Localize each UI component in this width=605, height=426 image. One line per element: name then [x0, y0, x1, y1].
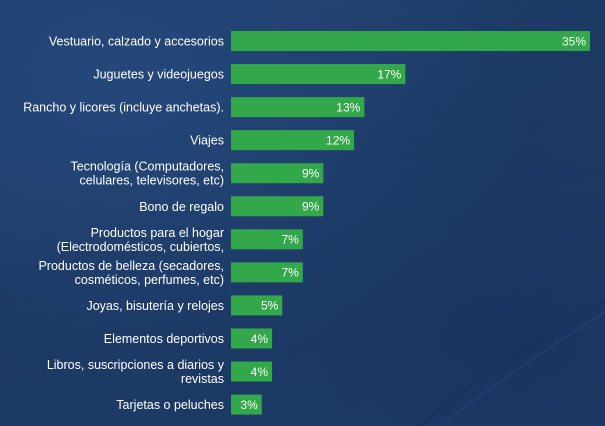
category-label-line: (Electrodomésticos, cubiertos, [57, 240, 224, 254]
category-label-line: Juguetes y videojuegos [93, 68, 224, 82]
value-label-8: 5% [261, 299, 279, 313]
value-label-1: 17% [377, 67, 401, 81]
value-label-5: 9% [302, 200, 320, 214]
category-label-line: Tarjetas o peluches [116, 398, 224, 412]
category-label-3: Viajes [190, 134, 224, 148]
category-label-7: Productos de belleza (secadores, cosmétic… [38, 259, 224, 287]
bar-3 [231, 130, 355, 151]
bar-9 [231, 328, 273, 349]
category-label-line: Vestuario, calzado y accesorios [49, 35, 224, 49]
value-label-4: 9% [302, 167, 320, 181]
bar-5 [231, 196, 324, 217]
category-labels: Vestuario, calzado y accesorios Juguetes … [23, 35, 225, 413]
category-label-line: celulares, televisores, etc) [79, 174, 224, 188]
category-label-line: Viajes [190, 134, 224, 148]
value-label-3: 12% [326, 133, 350, 147]
category-label-line: Elementos deportivos [104, 332, 224, 346]
value-label-9: 4% [251, 332, 269, 346]
bar-7 [231, 262, 303, 283]
bars-layer [231, 31, 590, 415]
value-labels: 35% 17% 13% 12% 9% 9% 7% 7% 5% 4% 4% 3% [240, 34, 586, 412]
value-label-6: 7% [281, 233, 299, 247]
value-label-7: 7% [281, 266, 299, 280]
category-label-line: Rancho y licores (incluye anchetas). [23, 101, 224, 115]
category-label-line: Productos para el hogar [91, 226, 224, 240]
category-label-line: Productos de belleza (secadores, [38, 259, 224, 273]
category-label-0: Vestuario, calzado y accesorios [49, 35, 224, 49]
bar-2 [231, 97, 365, 118]
value-label-0: 35% [562, 34, 586, 48]
category-label-10: Libros, suscripciones a diarios y revista… [47, 358, 225, 386]
bar-4 [231, 163, 324, 184]
category-label-line: cosméticos, perfumes, etc) [75, 273, 224, 287]
category-label-5: Bono de regalo [139, 200, 224, 214]
value-label-11: 3% [240, 398, 258, 412]
category-label-1: Juguetes y videojuegos [93, 68, 224, 82]
category-label-4: Tecnología (Computadores, celulares, tele… [70, 160, 224, 188]
category-label-11: Tarjetas o peluches [116, 398, 224, 412]
category-label-line: Bono de regalo [139, 200, 224, 214]
category-label-8: Joyas, bisutería y relojes [86, 299, 224, 313]
bar-11 [231, 394, 262, 415]
category-label-line: Libros, suscripciones a diarios y [47, 358, 225, 372]
bar-10 [231, 361, 273, 382]
category-label-line: Joyas, bisutería y relojes [86, 299, 224, 313]
category-label-2: Rancho y licores (incluye anchetas). [23, 101, 224, 115]
category-label-9: Elementos deportivos [104, 332, 224, 346]
category-label-line: Tecnología (Computadores, [70, 160, 224, 174]
bar-1 [231, 64, 406, 85]
bar-0 [231, 31, 590, 51]
bar-8 [231, 295, 283, 316]
category-label-6: Productos para el hogar (Electrodoméstico… [57, 226, 224, 254]
value-label-10: 4% [251, 365, 269, 379]
category-label-line: revistas [181, 372, 224, 386]
value-label-2: 13% [336, 100, 360, 114]
bar-6 [231, 229, 303, 250]
